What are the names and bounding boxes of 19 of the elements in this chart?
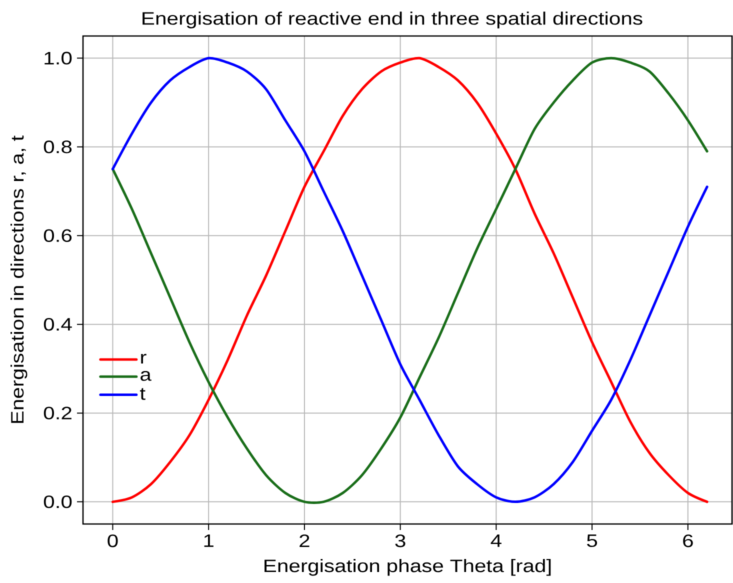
- y-tick-label: 0.0: [44, 495, 72, 508]
- y-tick-label: 0.2: [44, 406, 72, 420]
- x-axis-title: Energisation phase Theta [rad]: [264, 559, 551, 576]
- legend-label: t: [140, 388, 146, 400]
- legend-label: a: [140, 371, 152, 381]
- y-tick-label: 1.0: [44, 52, 72, 65]
- y-tick-label: 0.8: [44, 140, 72, 154]
- x-tick-label: 3: [395, 534, 406, 548]
- x-tick-label: 6: [683, 534, 693, 548]
- x-tick-label: 0: [108, 534, 118, 548]
- x-tick-label: 4: [490, 534, 502, 547]
- y-axis-title: Energisation in directions r, a, t: [10, 136, 28, 423]
- chart-title: Energisation of reactive end in three spatial directions: [142, 12, 642, 28]
- y-tick-label: 0.6: [44, 229, 72, 242]
- x-tick-label: 2: [300, 534, 310, 548]
- x-tick-label: 1: [204, 534, 214, 547]
- legend-label: r: [141, 354, 146, 364]
- x-tick-label: 5: [587, 534, 598, 548]
- y-tick-label: 0.4: [44, 318, 72, 331]
